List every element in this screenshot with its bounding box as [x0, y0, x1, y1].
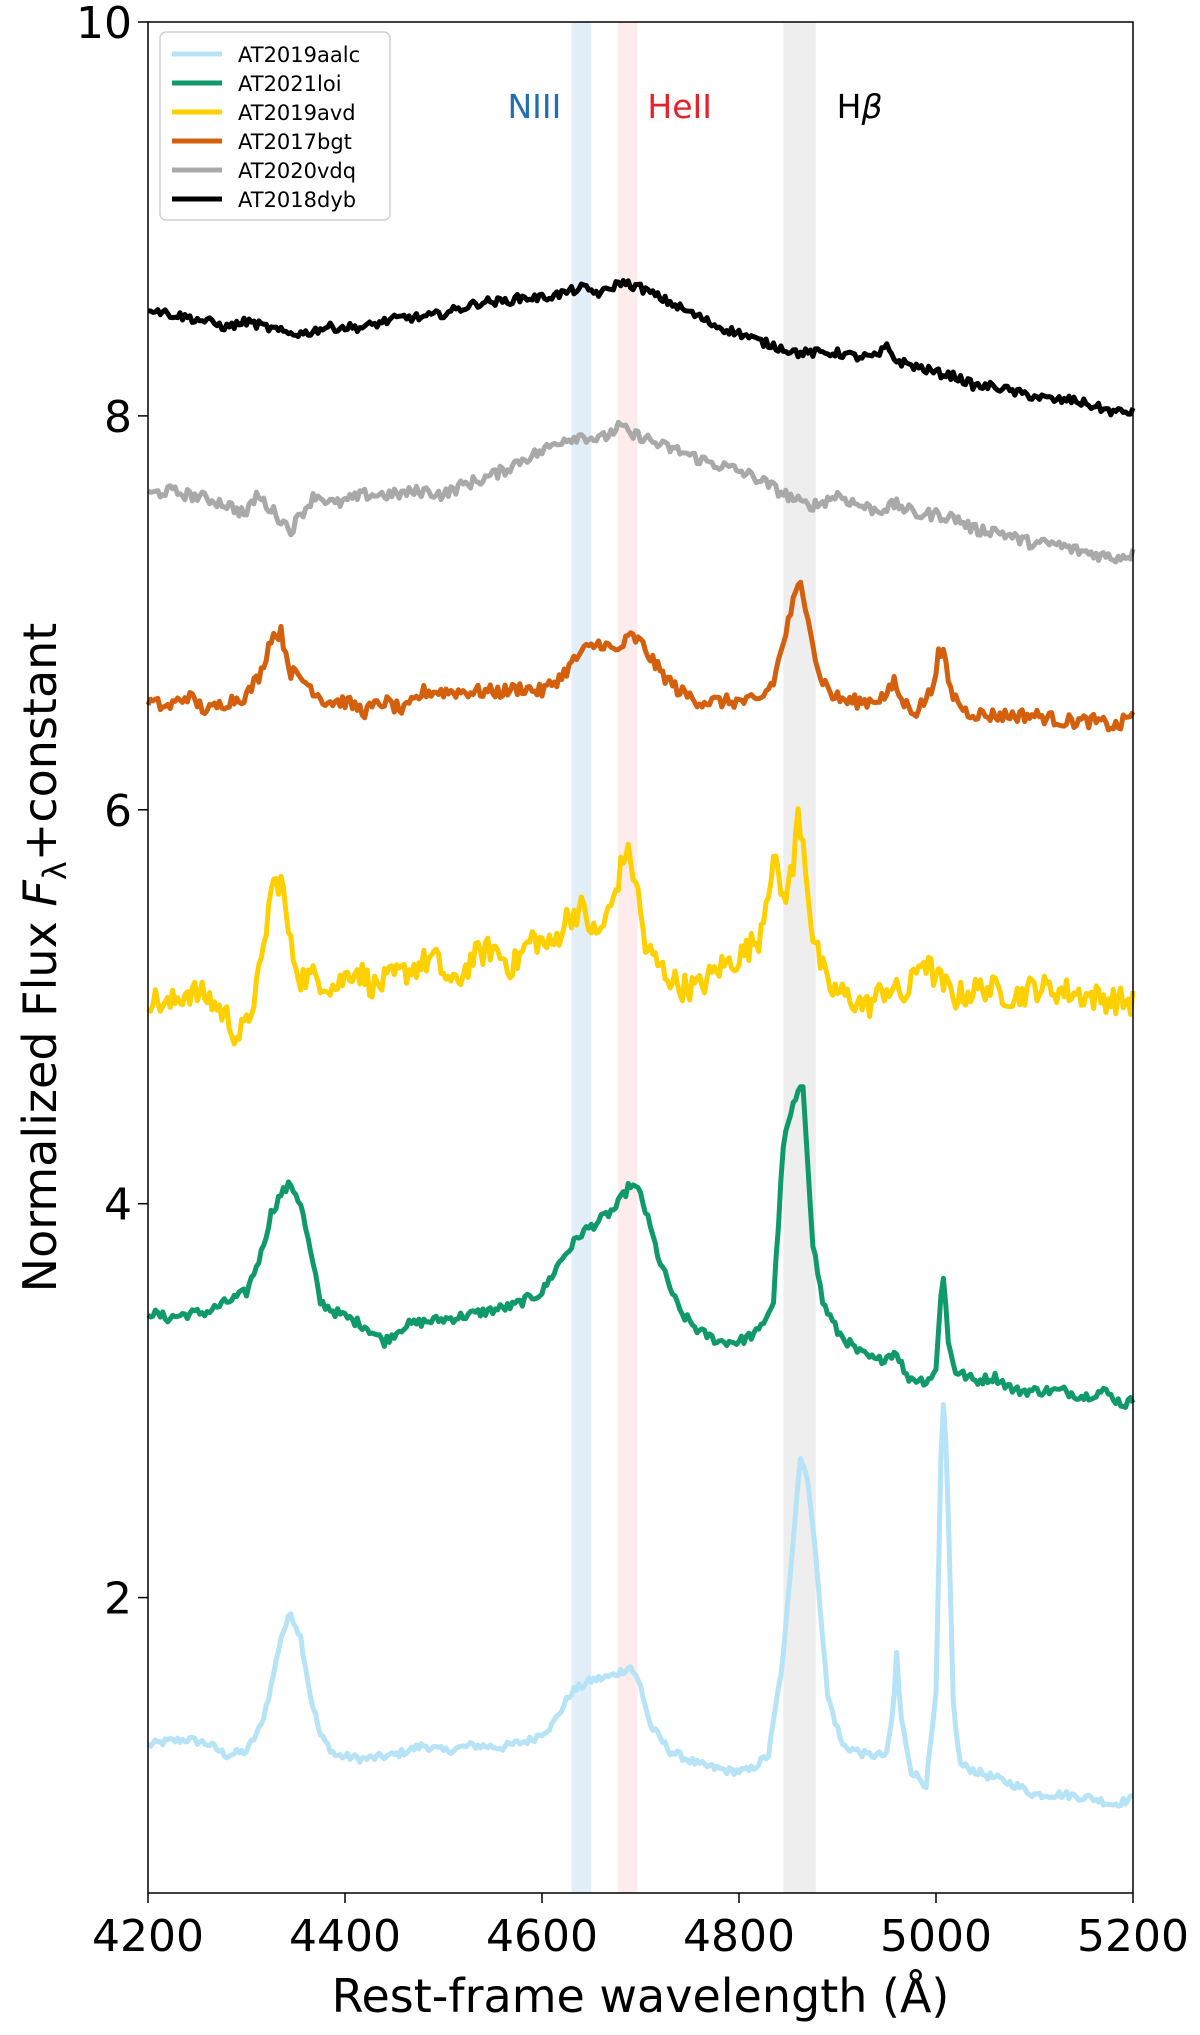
spectra-series	[145, 278, 1136, 1809]
band-heii	[617, 22, 638, 1893]
legend-label-at2020vdq: AT2020vdq	[238, 159, 356, 183]
y-axis-label-subscript: λ	[36, 861, 74, 880]
plot-frame	[147, 21, 1134, 1894]
y-tick-label-10: 10	[76, 0, 132, 49]
legend-label-at2019aalc: AT2019aalc	[238, 43, 360, 67]
band-niii	[571, 22, 592, 1893]
x-axis-label: Rest-frame wavelength (Å)	[332, 1969, 950, 2023]
y-axis-label-suffix: +constant	[13, 623, 67, 862]
series-at2019avd	[146, 806, 1136, 1047]
series-at2019aalc	[146, 1402, 1134, 1809]
y-tick-label-6: 6	[104, 786, 132, 837]
legend-label-at2019avd: AT2019avd	[238, 101, 356, 125]
series-at2020vdq	[146, 419, 1136, 565]
y-axis-label-symbol: F	[13, 880, 67, 907]
band-label-h-prefix: H	[837, 87, 862, 126]
series-at2018dyb	[147, 278, 1136, 418]
x-tick-label-4400: 4400	[289, 1911, 401, 1962]
x-tick-label-4800: 4800	[683, 1911, 795, 1962]
band-label-niii: NIII	[507, 87, 561, 126]
x-tick-label-4200: 4200	[92, 1911, 204, 1962]
y-tick-label-4: 4	[104, 1180, 132, 1231]
x-axis: 4200 4400 4600 4800 5000 5200	[92, 1893, 1189, 1962]
series-at2017bgt	[145, 579, 1136, 733]
band-label-h-symbol: β	[860, 87, 882, 126]
x-tick-label-4600: 4600	[486, 1911, 598, 1962]
legend-box	[159, 31, 391, 221]
legend-label-at2021loi: AT2021loi	[238, 72, 342, 96]
band-label-heii: HeII	[647, 87, 712, 126]
legend-label-at2018dyb: AT2018dyb	[238, 188, 356, 212]
band-label-h: Hβ	[837, 87, 883, 126]
y-tick-label-2: 2	[104, 1574, 132, 1625]
emission-line-labels: NIII HeII Hβ	[507, 87, 882, 126]
x-tick-label-5000: 5000	[880, 1911, 992, 1962]
y-axis-label: Normalized Flux Fλ+constant	[13, 623, 74, 1293]
y-axis: 2 4 6 8 10	[76, 0, 148, 1625]
series-at2021loi	[146, 1084, 1136, 1410]
y-axis-label-prefix: Normalized Flux	[13, 907, 67, 1293]
legend-label-at2017bgt: AT2017bgt	[238, 130, 352, 154]
x-tick-label-5200: 5200	[1077, 1911, 1189, 1962]
y-tick-label-8: 8	[104, 392, 132, 443]
legend: AT2019aalc AT2021loi AT2019avd AT2017bgt AT2…	[159, 31, 391, 221]
